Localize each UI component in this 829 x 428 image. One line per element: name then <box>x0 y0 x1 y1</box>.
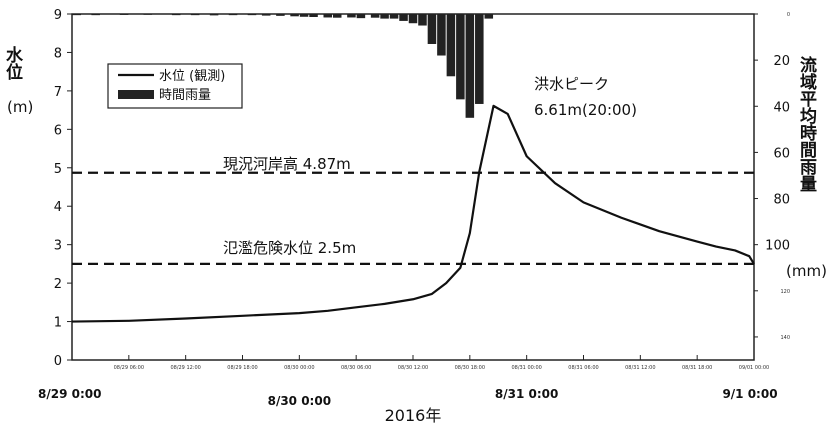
rainfall-bar <box>370 14 380 18</box>
left-axis-unit: (m) <box>7 98 33 116</box>
x-minor-tick-label: 08/30 12:00 <box>398 365 428 371</box>
legend-label-rainfall: 時間雨量 <box>159 88 211 103</box>
left-tick-label: 8 <box>54 46 62 61</box>
legend-bar-swatch <box>118 90 154 99</box>
right-axis-title: 流域平均時間雨量 <box>796 55 817 192</box>
rainfall-bar <box>119 14 129 15</box>
rainfall-bar <box>465 14 475 118</box>
rainfall-bar <box>356 14 366 19</box>
rainfall-bar <box>347 14 356 18</box>
legend-label-water-level: 水位 (観測) <box>159 69 225 84</box>
rainfall-bar <box>247 14 257 16</box>
peak-annotation-title: 洪水ピーク <box>534 75 609 93</box>
rainfall-bar <box>299 14 309 17</box>
left-tick-label: 1 <box>54 316 62 331</box>
x-major-tick-label: 8/31 0:00 <box>495 387 558 401</box>
x-axis-title: 2016年 <box>385 406 442 425</box>
x-minor-tick-label: 08/31 06:00 <box>568 365 598 371</box>
x-minor-tick-label: 08/29 12:00 <box>170 365 200 371</box>
rainfall-bar <box>190 14 200 16</box>
left-axis-title: 水位 <box>2 45 23 81</box>
rainfall-bar <box>408 14 418 24</box>
rainfall-bar <box>228 14 238 16</box>
rainfall-bar <box>261 14 271 16</box>
x-major-tick-label: 9/1 0:00 <box>722 387 777 401</box>
x-axis-ticks: 08/29 06:00 08/29 12:00 08/29 18:00 08/30 0… <box>38 355 778 408</box>
rainfall-bar <box>475 14 484 104</box>
rainfall-bar <box>309 14 318 17</box>
ref-label-danger-level: 氾濫危険水位 2.5m <box>223 239 356 257</box>
left-tick-label: 4 <box>54 200 62 215</box>
rainfall-bar <box>484 14 494 19</box>
rainfall-bar <box>427 14 437 44</box>
x-major-tick-label: 8/30 0:00 <box>268 394 331 408</box>
x-minor-tick-label: 08/30 18:00 <box>455 365 485 371</box>
left-tick-label: 2 <box>54 277 62 292</box>
rainfall-bar <box>91 14 100 16</box>
rainfall-bar <box>72 14 81 16</box>
x-minor-tick-label: 08/29 18:00 <box>227 365 257 371</box>
rainfall-bar <box>446 14 456 77</box>
left-tick-label: 5 <box>54 162 62 177</box>
left-tick-label: 7 <box>54 85 62 100</box>
ref-label-bank-height: 現況河岸高 4.87m <box>223 155 351 173</box>
x-minor-tick-label: 08/31 18:00 <box>682 365 712 371</box>
x-minor-tick-label: 08/30 06:00 <box>341 365 371 371</box>
rainfall-bar <box>418 14 427 26</box>
rainfall-bar <box>171 14 181 16</box>
x-minor-tick-label: 09/01 00:00 <box>739 365 769 371</box>
x-minor-tick-label: 08/30 00:00 <box>284 365 314 371</box>
left-axis-ticks: 0 1 2 3 4 5 6 7 8 9 <box>54 8 72 369</box>
right-tick-label: 20 <box>773 54 790 69</box>
rainfall-bar <box>323 14 333 18</box>
rainfall-bar <box>380 14 389 19</box>
x-major-tick-label: 8/29 0:00 <box>38 387 101 401</box>
left-tick-label: 6 <box>54 123 62 138</box>
legend-box <box>107 63 243 109</box>
water-level-line-layer <box>71 104 755 323</box>
legend: 水位 (観測) 時間雨量 <box>107 63 243 109</box>
reference-lines <box>72 171 754 265</box>
rainfall-bar <box>456 14 465 100</box>
right-tick-label: 80 <box>773 193 790 208</box>
x-minor-tick-label: 08/31 12:00 <box>625 365 655 371</box>
rainfall-bars <box>72 14 494 118</box>
right-tick-label: 140 <box>780 335 790 341</box>
x-minor-tick-label: 08/29 06:00 <box>114 365 144 371</box>
right-axis-unit: (mm) <box>786 262 827 280</box>
left-tick-label: 9 <box>54 8 62 23</box>
right-tick-label: 0 <box>787 12 790 18</box>
x-minor-tick-label: 08/31 00:00 <box>511 365 541 371</box>
rainfall-bar <box>437 14 446 56</box>
rainfall-bar <box>276 14 285 16</box>
peak-annotation-value: 6.61m(20:00) <box>534 101 637 119</box>
right-tick-label: 60 <box>773 146 790 161</box>
rainfall-bar <box>209 14 219 16</box>
right-tick-label: 100 <box>765 239 790 254</box>
rainfall-bar <box>143 14 153 15</box>
rainfall-bar <box>290 14 299 17</box>
water-level-line <box>71 104 755 323</box>
rainfall-bar <box>332 14 342 18</box>
right-tick-label: 120 <box>780 289 790 295</box>
left-tick-label: 3 <box>54 239 62 254</box>
left-tick-label: 0 <box>54 354 62 369</box>
rainfall-bar <box>389 14 399 19</box>
right-axis-ticks: 0 20 40 60 80 100 120 140 <box>754 12 790 341</box>
right-tick-label: 40 <box>773 100 790 115</box>
rainfall-bar <box>399 14 408 21</box>
